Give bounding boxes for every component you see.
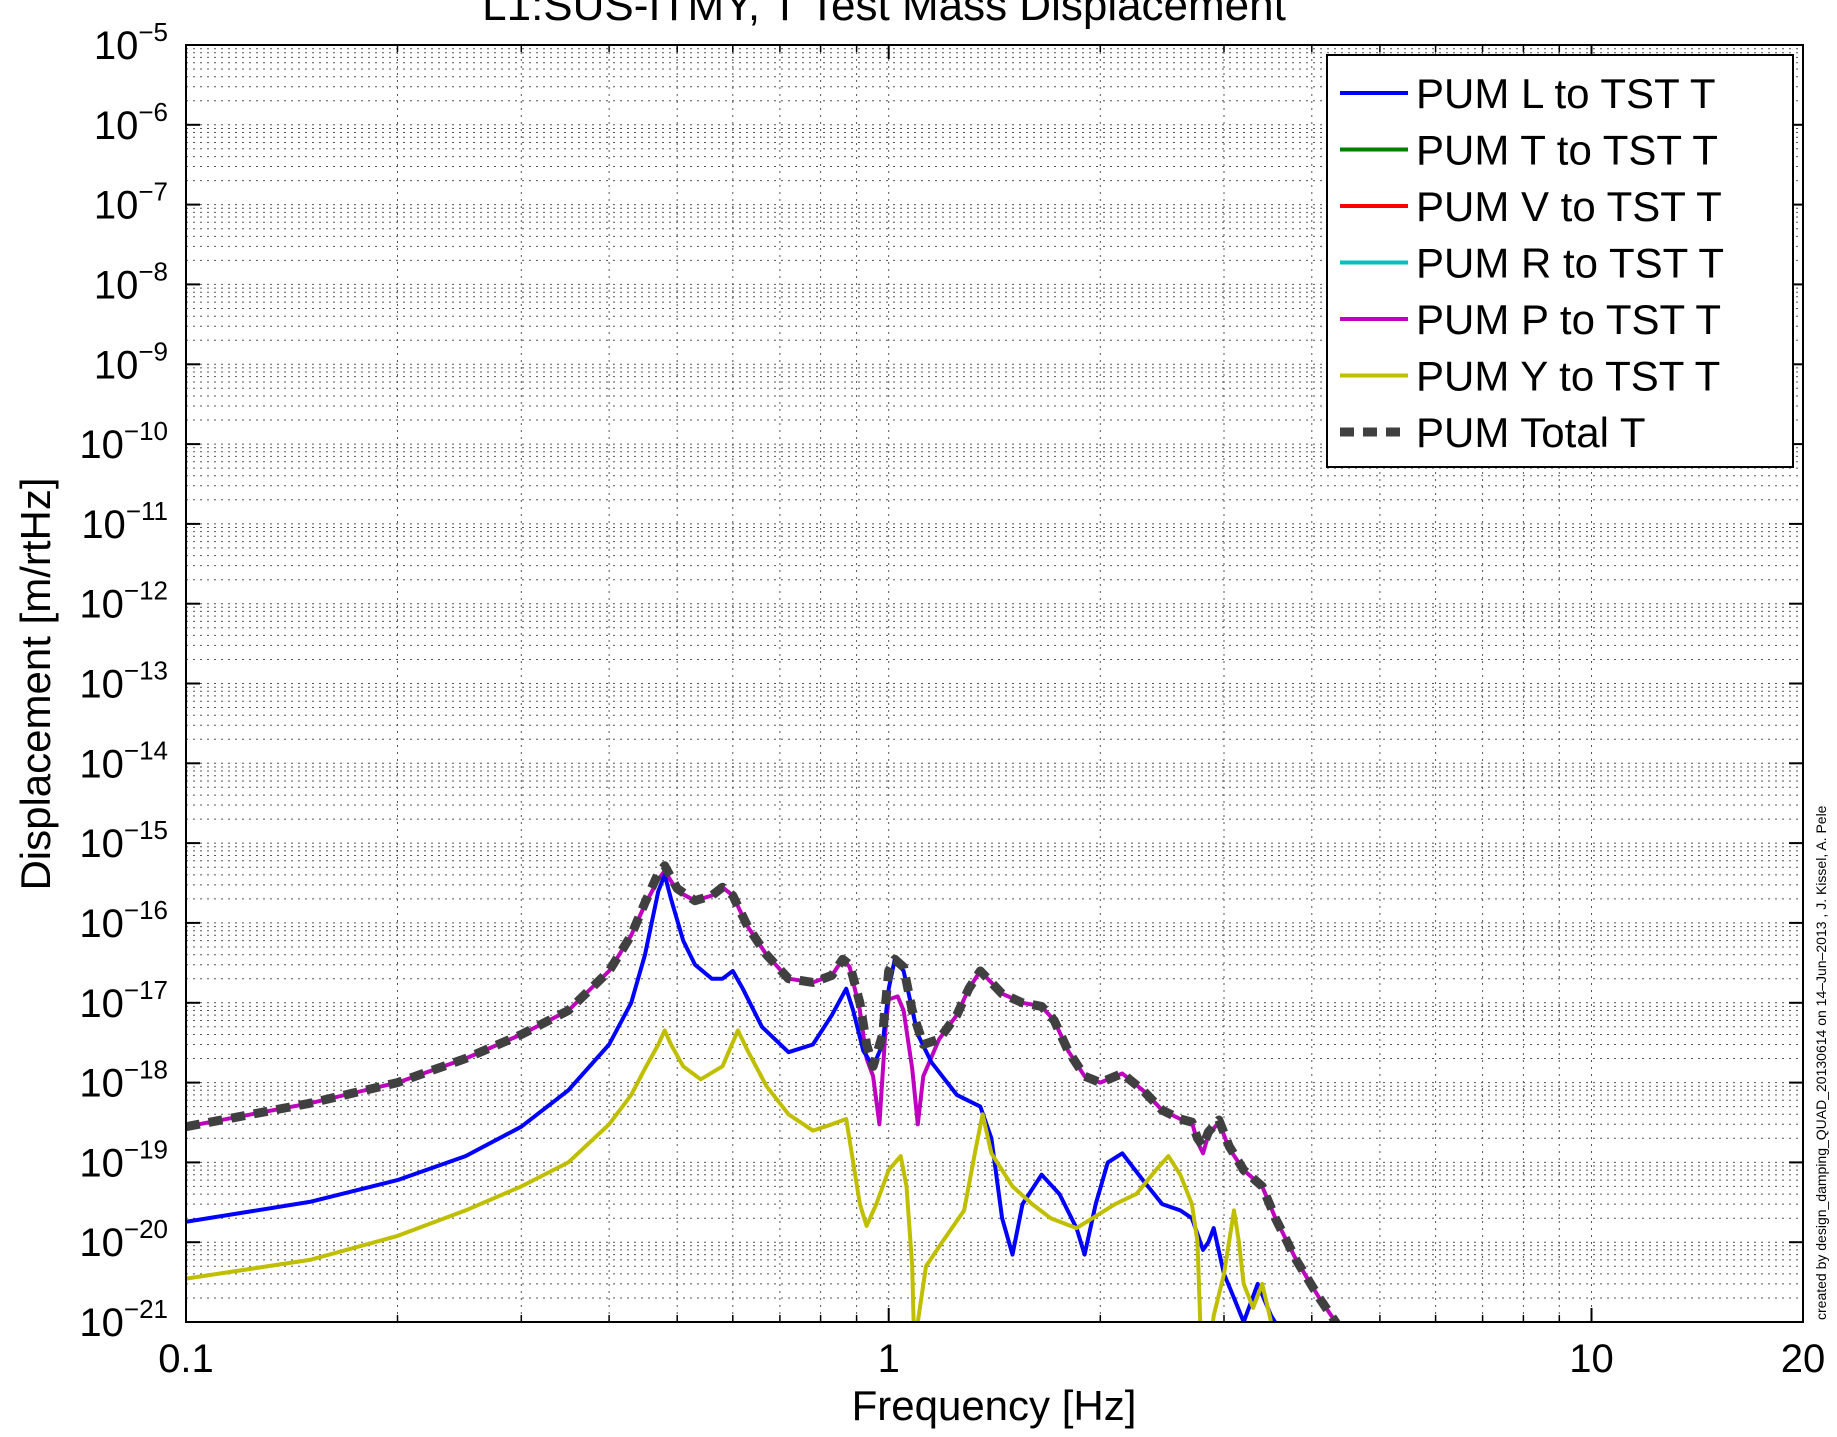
x-axis: 0.1 1 10 20	[158, 45, 1825, 1381]
legend-label-pum-p-to-tst-t: PUM P to TST T	[1416, 296, 1721, 343]
y-tick-exponent: −5	[138, 17, 168, 47]
y-tick-exponent: −13	[124, 656, 168, 686]
y-tick-exponent: −11	[126, 496, 168, 526]
y-tick-base: 10	[94, 24, 139, 68]
y-tick-base: 10	[79, 982, 124, 1026]
y-tick-label: 10−14	[79, 735, 168, 786]
y-tick-label: 10−20	[79, 1214, 168, 1265]
y-tick-label: 10−9	[94, 336, 168, 387]
y-tick-base: 10	[79, 1301, 124, 1345]
y-tick-base: 10	[94, 343, 139, 387]
y-tick-base: 10	[79, 663, 124, 707]
series-line-pum-y-to-tst-t	[186, 1028, 1274, 1322]
y-tick-exponent: −12	[124, 576, 168, 606]
y-tick-label: 10−19	[79, 1134, 168, 1185]
y-tick-exponent: −16	[124, 895, 168, 925]
y-tick-label: 10−16	[79, 895, 168, 946]
y-tick-label: 10−13	[79, 656, 168, 707]
legend-label-pum-l-to-tst-t: PUM L to TST T	[1416, 70, 1716, 117]
legend-label-pum-v-to-tst-t: PUM V to TST T	[1416, 183, 1722, 230]
y-tick-label: 10−10	[79, 416, 168, 467]
minor-grid	[186, 45, 1803, 1322]
legend: PUM L to TST T PUM T to TST T PUM V to TST…	[1326, 54, 1794, 468]
legend-label-pum-t-to-tst-t: PUM T to TST T	[1416, 127, 1718, 174]
y-tick-base: 10	[94, 104, 139, 148]
y-tick-label: 10−6	[94, 97, 168, 148]
y-tick-exponent: −6	[138, 97, 168, 127]
y-tick-base: 10	[79, 1141, 124, 1185]
legend-label-pum-y-to-tst-t: PUM Y to TST T	[1416, 353, 1720, 400]
series-layer	[186, 861, 1342, 1322]
y-tick-exponent: −7	[138, 177, 168, 207]
y-tick-label: 10−5	[94, 17, 168, 68]
y-tick-exponent: −10	[124, 416, 168, 446]
y-tick-exponent: −18	[124, 1055, 168, 1085]
y-tick-base: 10	[79, 423, 124, 467]
series-line-pum-total-t	[186, 861, 1342, 1322]
x-tick-label: 0.1	[158, 1337, 214, 1381]
x-tick-label: 20	[1781, 1337, 1826, 1381]
y-tick-exponent: −19	[124, 1134, 168, 1164]
y-tick-exponent: −17	[124, 975, 168, 1005]
y-tick-label: 10−21	[79, 1294, 168, 1345]
y-tick-label: 10−7	[94, 177, 168, 228]
x-tick-label: 1	[878, 1337, 900, 1381]
y-tick-base: 10	[79, 742, 124, 786]
y-tick-exponent: −9	[138, 336, 168, 366]
y-tick-base: 10	[94, 184, 139, 228]
y-tick-exponent: −14	[124, 735, 168, 765]
y-tick-base: 10	[94, 263, 139, 307]
y-tick-base: 10	[81, 503, 126, 547]
y-tick-label: 10−17	[79, 975, 168, 1026]
y-tick-exponent: −8	[138, 256, 168, 286]
y-tick-base: 10	[79, 583, 124, 627]
y-tick-label: 10−11	[81, 496, 168, 547]
y-tick-exponent: −20	[124, 1214, 168, 1244]
y-tick-base: 10	[79, 1062, 124, 1106]
y-tick-exponent: −15	[124, 815, 168, 845]
y-tick-label: 10−18	[79, 1055, 168, 1106]
y-tick-base: 10	[79, 902, 124, 946]
credit-text: created by design_damping_QUAD_20130614 …	[1813, 805, 1829, 1320]
y-tick-base: 10	[79, 1221, 124, 1265]
x-tick-label: 10	[1569, 1337, 1614, 1381]
y-axis-label: Displacement [m/rtHz]	[12, 477, 59, 890]
legend-label-pum-r-to-tst-t: PUM R to TST T	[1416, 240, 1724, 287]
y-tick-exponent: −21	[124, 1294, 168, 1324]
major-grid	[186, 45, 1803, 1322]
legend-label-pum-total-t: PUM Total T	[1416, 409, 1646, 456]
y-tick-base: 10	[79, 822, 124, 866]
y-axis: 10−510−610−710−810−910−1010−1110−1210−13…	[79, 17, 1803, 1345]
chart-title: L1:SUS-ITMY, T Test Mass Displacement	[482, 0, 1286, 30]
y-tick-label: 10−8	[94, 256, 168, 307]
y-tick-label: 10−12	[79, 576, 168, 627]
y-tick-label: 10−15	[79, 815, 168, 866]
x-axis-label: Frequency [Hz]	[852, 1382, 1137, 1429]
